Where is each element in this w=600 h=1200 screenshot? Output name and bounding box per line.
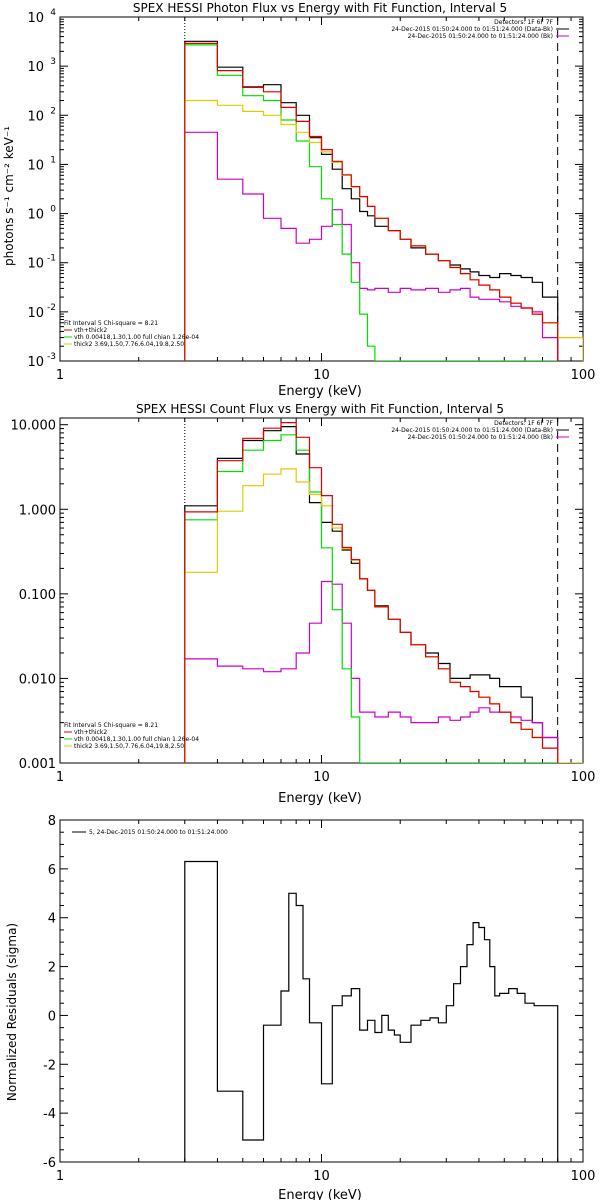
y-tick-label: -2 [43, 1058, 56, 1073]
y-tick-label: 1.000 [19, 503, 56, 518]
legend-left-entry: vth+thick2 [74, 327, 107, 334]
chart-title: SPEX HESSI Photon Flux vs Energy with Fi… [133, 1, 507, 15]
y-tick-label: -4 [43, 1107, 56, 1122]
series-vth-thick2 [184, 422, 559, 763]
y-tick-exponent: 3 [50, 57, 56, 67]
series-bk [184, 131, 559, 361]
x-tick-label: 100 [571, 368, 596, 383]
series-thick2 [184, 468, 583, 763]
y-tick-label: 10 [27, 306, 44, 321]
y-tick-label: 10 [27, 257, 44, 272]
y-axis-label: Normalized Residuals (sigma) [5, 923, 19, 1101]
y-tick-label: 0.010 [19, 672, 56, 687]
series-vth [184, 44, 558, 361]
y-tick-label: 0 [48, 1009, 56, 1024]
series-data-bk [184, 426, 559, 763]
series-vth-thick2 [184, 42, 559, 361]
legend-top-entry: 5, 24-Dec-2015 01:50:24.000 to 01:51:24.… [89, 829, 228, 836]
y-tick-exponent: 4 [50, 8, 56, 18]
y-tick-label: 10 [27, 60, 44, 75]
x-tick-label: 10 [313, 770, 330, 785]
x-tick-label: 1 [56, 770, 64, 785]
y-tick-label: -6 [43, 1156, 56, 1171]
y-tick-exponent: 2 [50, 106, 56, 116]
y-tick-exponent: -3 [47, 352, 56, 362]
legend-right-entry: Detectors: 1F 6F 7F [494, 420, 553, 427]
y-tick-label: 0.001 [19, 757, 56, 772]
chart-title: SPEX HESSI Count Flux vs Energy with Fit… [136, 402, 504, 416]
y-tick-label: 0.100 [19, 588, 56, 603]
x-tick-label: 10 [313, 1169, 330, 1184]
count-flux-panel: SPEX HESSI Count Flux vs Energy with Fit… [11, 402, 596, 806]
x-axis-label: Energy (keV) [278, 384, 362, 399]
legend-left-entry: Fit Interval 5 Chi-square = 8.21 [64, 320, 158, 327]
residuals-panel: Energy (keV) Normalized Residuals (sigma… [5, 814, 595, 1200]
x-tick-label: 1 [56, 1169, 64, 1184]
series-group [184, 860, 559, 1162]
plot-frame [59, 819, 584, 1163]
series-group [184, 40, 583, 361]
y-tick-label: 4 [48, 912, 56, 927]
y-tick-exponent: -2 [47, 303, 56, 313]
y-tick-exponent: -1 [47, 254, 56, 264]
x-axis-label: Energy (keV) [278, 1188, 362, 1200]
y-tick-label: 10 [27, 11, 44, 26]
legend-left-entry: thick2 3.69,1.50,7.76,6.04,19.8,2.50 [74, 743, 184, 750]
y-tick-label: 10.000 [11, 419, 57, 434]
y-tick-label: 10 [27, 109, 44, 124]
y-tick-label: 10 [27, 355, 44, 370]
legend-right-entry: 24-Dec-2015 01:50:24.000 to 01:51:24.000… [408, 33, 553, 40]
legend-left-entry: Fit Interval 5 Chi-square = 8.21 [64, 722, 158, 729]
legend-left-entry: vth 0.00418,1.30,1.00 full chian 1.26e-0… [74, 736, 199, 743]
x-tick-label: 10 [313, 368, 330, 383]
legend-right-entry: 24-Dec-2015 01:50:24.000 to 01:51:24.000… [408, 434, 553, 441]
series-group [184, 422, 583, 763]
x-tick-label: 1 [56, 368, 64, 383]
y-tick-label: 10 [27, 158, 44, 173]
y-tick-exponent: 1 [50, 155, 56, 165]
legend-left-entry: vth 0.00418,1.30,1.00 full chian 1.26e-0… [74, 334, 199, 341]
series-thick2 [184, 99, 583, 361]
x-axis-label: Energy (keV) [278, 791, 362, 806]
x-tick-label: 100 [571, 770, 596, 785]
legend-left-entry: thick2 3.69,1.50,7.76,6.04,19.8,2.50 [74, 341, 184, 348]
y-tick-label: 2 [48, 961, 56, 976]
series-residuals [184, 860, 559, 1162]
legend-right-entry: Detectors: 1F 6F 7F [494, 19, 553, 26]
y-tick-label: 10 [27, 208, 44, 223]
legend-right-entry: 24-Dec-2015 01:50:24.000 to 01:51:24.000… [391, 427, 553, 434]
legend-left-entry: vth+thick2 [74, 729, 107, 736]
series-bk [184, 580, 559, 763]
series-vth [184, 434, 558, 763]
x-tick-label: 100 [571, 1169, 596, 1184]
series-data-bk [184, 40, 559, 361]
y-tick-label: 8 [48, 814, 56, 829]
y-tick-exponent: 0 [50, 205, 56, 215]
legend-right-entry: 24-Dec-2015 01:50:24.000 to 01:51:24.000… [391, 26, 553, 33]
y-tick-label: 6 [48, 863, 56, 878]
y-axis-label: photons s⁻¹ cm⁻² keV⁻¹ [2, 126, 16, 266]
photon-flux-panel: SPEX HESSI Photon Flux vs Energy with Fi… [2, 1, 595, 399]
